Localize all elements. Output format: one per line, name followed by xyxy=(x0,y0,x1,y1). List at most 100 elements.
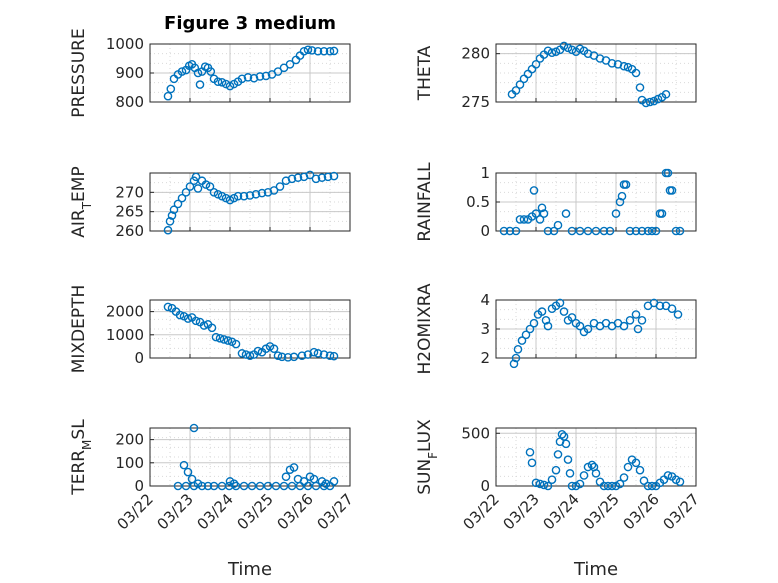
data-point xyxy=(643,226,653,236)
data-point xyxy=(619,473,629,482)
data-point xyxy=(285,60,295,69)
y-tick-label: 0.5 xyxy=(466,193,490,211)
data-point xyxy=(525,447,535,457)
data-point xyxy=(649,96,659,106)
data-point xyxy=(299,46,309,56)
data-point xyxy=(579,471,589,480)
data-point xyxy=(309,474,319,484)
data-point xyxy=(163,225,173,235)
data-point xyxy=(231,481,241,491)
data-point xyxy=(563,43,573,53)
data-point xyxy=(621,180,631,189)
figure-title: Figure 3 medium xyxy=(164,13,336,34)
data-point xyxy=(217,191,227,201)
data-point xyxy=(567,226,577,236)
data-point xyxy=(591,469,601,478)
y-tick-label: 4 xyxy=(480,291,490,309)
data-point xyxy=(575,479,585,489)
data-point xyxy=(229,193,239,203)
data-point xyxy=(289,463,299,472)
data-point xyxy=(675,477,685,487)
data-point xyxy=(529,186,539,195)
data-point xyxy=(185,182,195,191)
data-point xyxy=(181,481,191,491)
data-point xyxy=(191,316,201,326)
data-point xyxy=(515,80,525,89)
data-point xyxy=(199,321,209,330)
data-point xyxy=(599,226,609,236)
y-tick-label: 0 xyxy=(480,222,490,240)
data-point xyxy=(173,199,183,209)
data-point xyxy=(549,226,559,236)
data-point xyxy=(255,481,265,491)
y-tick-label: 1000 xyxy=(106,326,144,344)
data-point xyxy=(641,98,651,108)
y-tick-label: 2000 xyxy=(106,303,144,321)
data-point xyxy=(543,46,553,56)
data-point xyxy=(615,197,625,207)
data-point xyxy=(661,89,671,99)
x-axis-label: Time xyxy=(227,559,272,580)
data-point xyxy=(515,215,525,224)
y-tick-label: 0 xyxy=(480,477,490,495)
data-point xyxy=(206,67,216,76)
data-point xyxy=(287,174,297,184)
x-tick-label: 03/25 xyxy=(580,490,623,533)
data-point xyxy=(175,310,185,320)
data-point xyxy=(519,74,529,84)
data-point xyxy=(233,191,243,201)
data-point xyxy=(637,226,647,236)
data-point xyxy=(567,45,577,55)
data-point xyxy=(575,226,585,236)
data-point xyxy=(213,77,223,86)
data-point xyxy=(173,481,183,491)
data-point xyxy=(289,352,299,362)
data-point xyxy=(591,226,601,236)
data-point xyxy=(263,481,273,491)
data-point xyxy=(249,73,259,83)
data-point xyxy=(165,217,175,226)
data-point xyxy=(623,62,633,72)
y-tick-label: 1000 xyxy=(106,35,144,53)
panel-1: 800 900 1000 PRESSURE xyxy=(69,28,351,118)
data-point xyxy=(313,349,323,358)
data-point xyxy=(523,69,533,79)
data-point xyxy=(209,481,219,491)
data-point xyxy=(541,315,551,325)
data-point xyxy=(275,182,285,191)
data-point xyxy=(261,71,271,81)
data-point xyxy=(223,336,233,345)
data-point xyxy=(553,220,563,230)
data-point xyxy=(295,51,305,60)
y-tick-label: 3 xyxy=(480,320,490,338)
data-point xyxy=(619,321,629,331)
data-point xyxy=(583,226,593,236)
data-point xyxy=(257,188,267,198)
panel-5: 0 1000 2000 MIXDEPTH xyxy=(69,285,351,373)
data-point xyxy=(307,46,317,55)
data-point xyxy=(557,430,567,439)
y-tick-label: 900 xyxy=(115,64,144,82)
y-tick-label: 200 xyxy=(115,431,144,449)
data-point xyxy=(631,226,641,236)
data-point xyxy=(237,349,247,358)
data-point xyxy=(539,209,549,218)
data-point xyxy=(551,47,561,57)
data-point xyxy=(625,226,635,236)
axes-box xyxy=(149,299,351,359)
data-point xyxy=(169,74,179,84)
x-tick-label: 03/26 xyxy=(620,490,663,533)
data-point xyxy=(637,315,647,325)
data-point xyxy=(166,84,176,94)
data-point xyxy=(607,481,617,491)
data-point xyxy=(239,191,249,201)
x-axis-label: Time xyxy=(573,559,618,580)
data-point xyxy=(303,45,313,55)
data-point xyxy=(531,60,541,69)
data-point xyxy=(625,315,635,325)
data-point xyxy=(271,481,281,491)
data-point xyxy=(201,180,211,189)
x-tick-label: 03/23 xyxy=(500,490,543,533)
data-point xyxy=(543,321,553,331)
